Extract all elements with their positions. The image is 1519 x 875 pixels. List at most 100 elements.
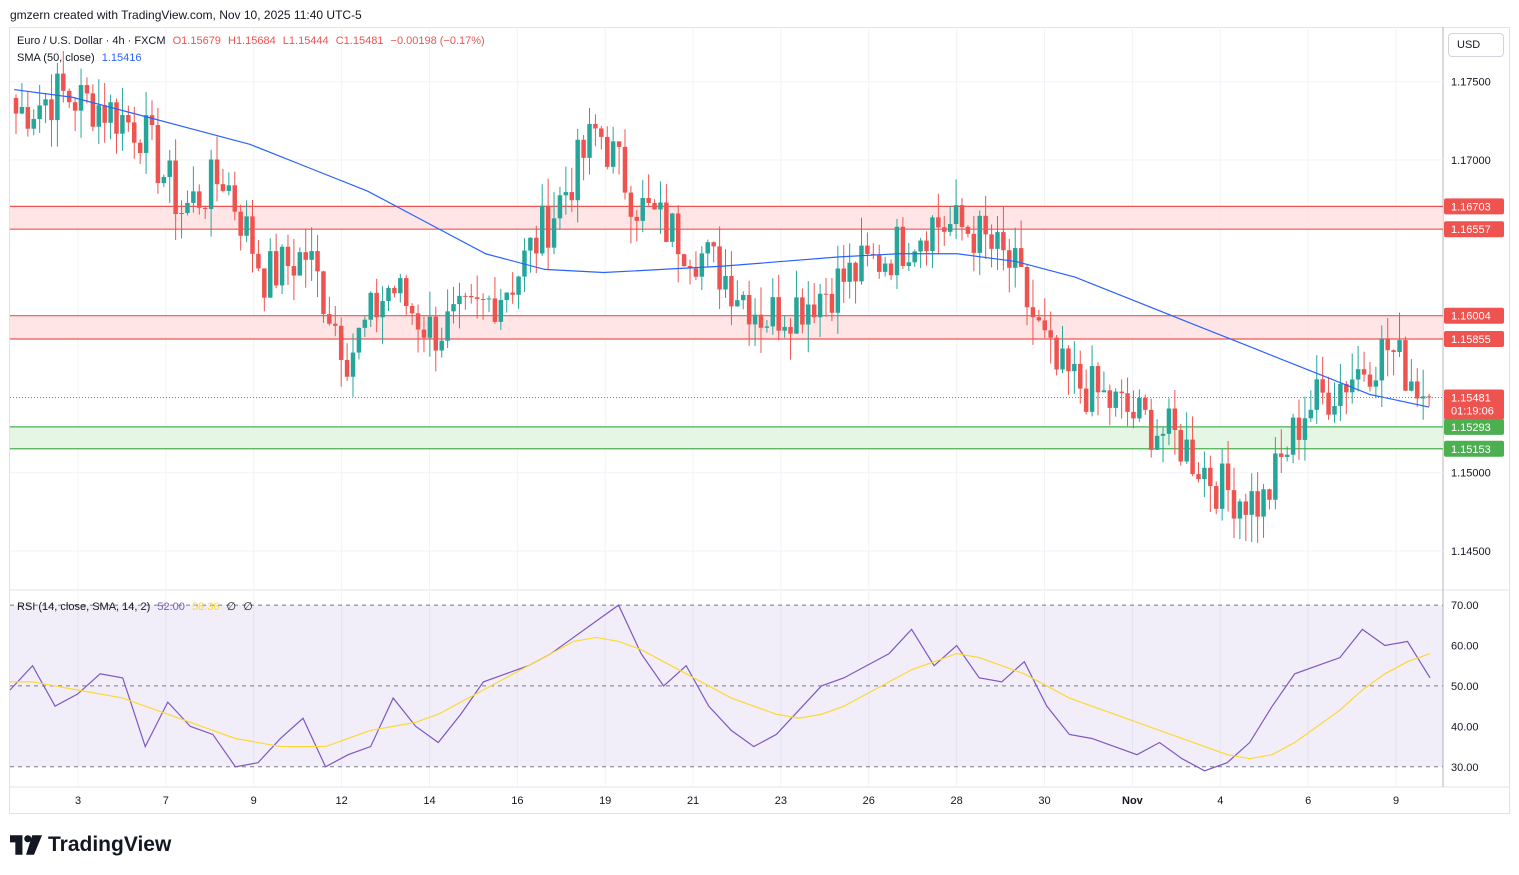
candle-body[interactable] [610, 141, 616, 167]
candle-body[interactable] [1018, 248, 1024, 267]
candle-body[interactable] [1160, 433, 1166, 436]
candle-body[interactable] [291, 266, 297, 276]
candle-body[interactable] [687, 266, 693, 269]
candle-body[interactable] [350, 352, 356, 377]
candle-body[interactable] [575, 139, 580, 201]
candle-body[interactable] [924, 240, 929, 252]
candle-body[interactable] [72, 102, 78, 111]
candle-body[interactable] [841, 268, 846, 282]
candle-body[interactable] [534, 237, 539, 254]
candle-body[interactable] [1095, 366, 1101, 393]
candle-body[interactable] [1101, 390, 1107, 393]
candle-body[interactable] [1154, 435, 1160, 450]
candle-body[interactable] [1166, 408, 1172, 434]
candle-body[interactable] [1072, 363, 1077, 372]
candle-body[interactable] [539, 205, 545, 254]
candle-body[interactable] [1184, 439, 1189, 462]
candle-body[interactable] [1320, 379, 1325, 393]
candle-body[interactable] [965, 226, 971, 234]
candle-body[interactable] [1048, 330, 1053, 338]
candle-body[interactable] [362, 319, 368, 328]
candle-body[interactable] [628, 192, 634, 217]
candle-body[interactable] [474, 297, 480, 300]
sma-label[interactable]: SMA (50, close) [17, 52, 95, 64]
candle-body[interactable] [681, 254, 687, 267]
candle-body[interactable] [752, 314, 758, 325]
candle-body[interactable] [894, 226, 900, 276]
candle-body[interactable] [1231, 490, 1237, 519]
candle-body[interactable] [1391, 350, 1396, 352]
candle-body[interactable] [49, 99, 54, 121]
candle-body[interactable] [386, 287, 391, 302]
candle-body[interactable] [847, 262, 852, 282]
candle-body[interactable] [794, 297, 799, 334]
candle-body[interactable] [995, 232, 1000, 249]
candle-body[interactable] [1426, 396, 1432, 398]
candle-body[interactable] [1148, 409, 1154, 450]
candle-body[interactable] [1131, 411, 1136, 419]
candle-body[interactable] [90, 93, 96, 127]
candle-body[interactable] [711, 242, 716, 247]
candle-body[interactable] [273, 251, 279, 286]
candle-body[interactable] [876, 254, 882, 272]
candle-body[interactable] [1202, 467, 1207, 480]
candle-body[interactable] [729, 275, 734, 307]
candle-body[interactable] [1332, 405, 1337, 415]
candle-body[interactable] [811, 304, 817, 318]
candle-body[interactable] [463, 295, 468, 297]
candle-body[interactable] [480, 299, 486, 301]
candle-body[interactable] [1373, 380, 1379, 387]
candle-body[interactable] [1415, 381, 1420, 399]
candle-body[interactable] [102, 105, 107, 123]
candle-body[interactable] [853, 262, 858, 282]
candle-body[interactable] [906, 262, 912, 266]
candle-body[interactable] [1137, 397, 1142, 419]
candle-body[interactable] [1397, 340, 1402, 352]
candle-body[interactable] [776, 297, 781, 331]
candle-body[interactable] [61, 73, 66, 91]
candle-body[interactable] [179, 213, 184, 215]
candle-body[interactable] [344, 359, 350, 377]
candle-body[interactable] [167, 160, 172, 177]
candle-body[interactable] [232, 185, 238, 212]
candle-body[interactable] [971, 233, 977, 253]
candle-body[interactable] [823, 293, 829, 295]
candle-body[interactable] [605, 136, 610, 167]
candle-body[interactable] [1024, 266, 1030, 308]
candle-body[interactable] [1113, 391, 1118, 408]
candle-body[interactable] [439, 340, 444, 351]
candle-body[interactable] [1279, 453, 1284, 457]
candle-body[interactable] [545, 205, 551, 248]
candle-body[interactable] [173, 160, 178, 215]
candle-body[interactable] [1255, 491, 1260, 517]
candle-body[interactable] [888, 263, 894, 276]
candle-body[interactable] [356, 327, 362, 353]
candle-body[interactable] [599, 128, 604, 137]
candle-body[interactable] [528, 237, 533, 251]
candle-body[interactable] [1030, 307, 1036, 318]
candle-body[interactable] [510, 292, 515, 295]
candle-body[interactable] [1344, 383, 1349, 393]
candle-body[interactable] [137, 142, 143, 153]
candle-body[interactable] [1314, 379, 1319, 410]
candle-body[interactable] [746, 294, 752, 325]
candle-body[interactable] [1125, 393, 1130, 412]
candle-body[interactable] [735, 300, 740, 307]
candle-body[interactable] [806, 304, 811, 325]
candle-body[interactable] [699, 253, 705, 277]
candle-body[interactable] [338, 325, 344, 360]
candle-body[interactable] [865, 245, 870, 254]
candle-body[interactable] [740, 294, 746, 301]
candle-body[interactable] [1012, 248, 1018, 268]
candle-body[interactable] [321, 271, 326, 315]
candle-body[interactable] [43, 99, 48, 106]
candle-body[interactable] [149, 115, 155, 126]
candle-body[interactable] [1267, 489, 1272, 500]
candle-body[interactable] [788, 326, 793, 334]
candle-body[interactable] [1107, 390, 1113, 408]
candle-body[interactable] [84, 85, 90, 94]
candle-body[interactable] [675, 213, 681, 255]
candle-body[interactable] [469, 295, 474, 298]
candle-body[interactable] [1379, 338, 1385, 381]
